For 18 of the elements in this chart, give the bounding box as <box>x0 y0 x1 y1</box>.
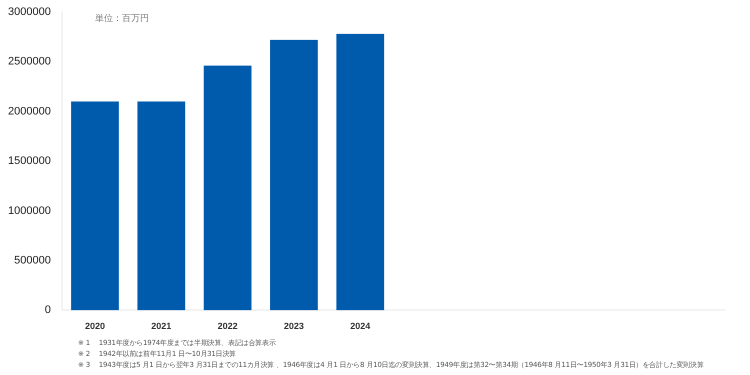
x-tick-label: 2020 <box>84 321 105 332</box>
bar <box>270 40 318 310</box>
y-tick-label: 0 <box>44 304 51 316</box>
y-tick-label: 2500000 <box>8 56 51 68</box>
y-tick-label: 500000 <box>14 254 51 267</box>
annotation: 単位：百万円 <box>95 12 149 25</box>
bar <box>71 101 119 310</box>
x-tick-label: 2023 <box>284 321 304 332</box>
y-tick-label: 1500000 <box>8 155 51 168</box>
y-tick-label: 2000000 <box>8 105 51 118</box>
bar <box>336 34 384 310</box>
x-tick-label: 2021 <box>151 321 172 332</box>
y-tick-label: 3000000 <box>8 6 51 18</box>
bar <box>204 66 252 310</box>
y-tick-label: 1000000 <box>8 204 51 217</box>
x-tick-label: 2022 <box>218 321 238 332</box>
x-tick-label: 2024 <box>350 321 370 332</box>
bar <box>137 101 186 310</box>
